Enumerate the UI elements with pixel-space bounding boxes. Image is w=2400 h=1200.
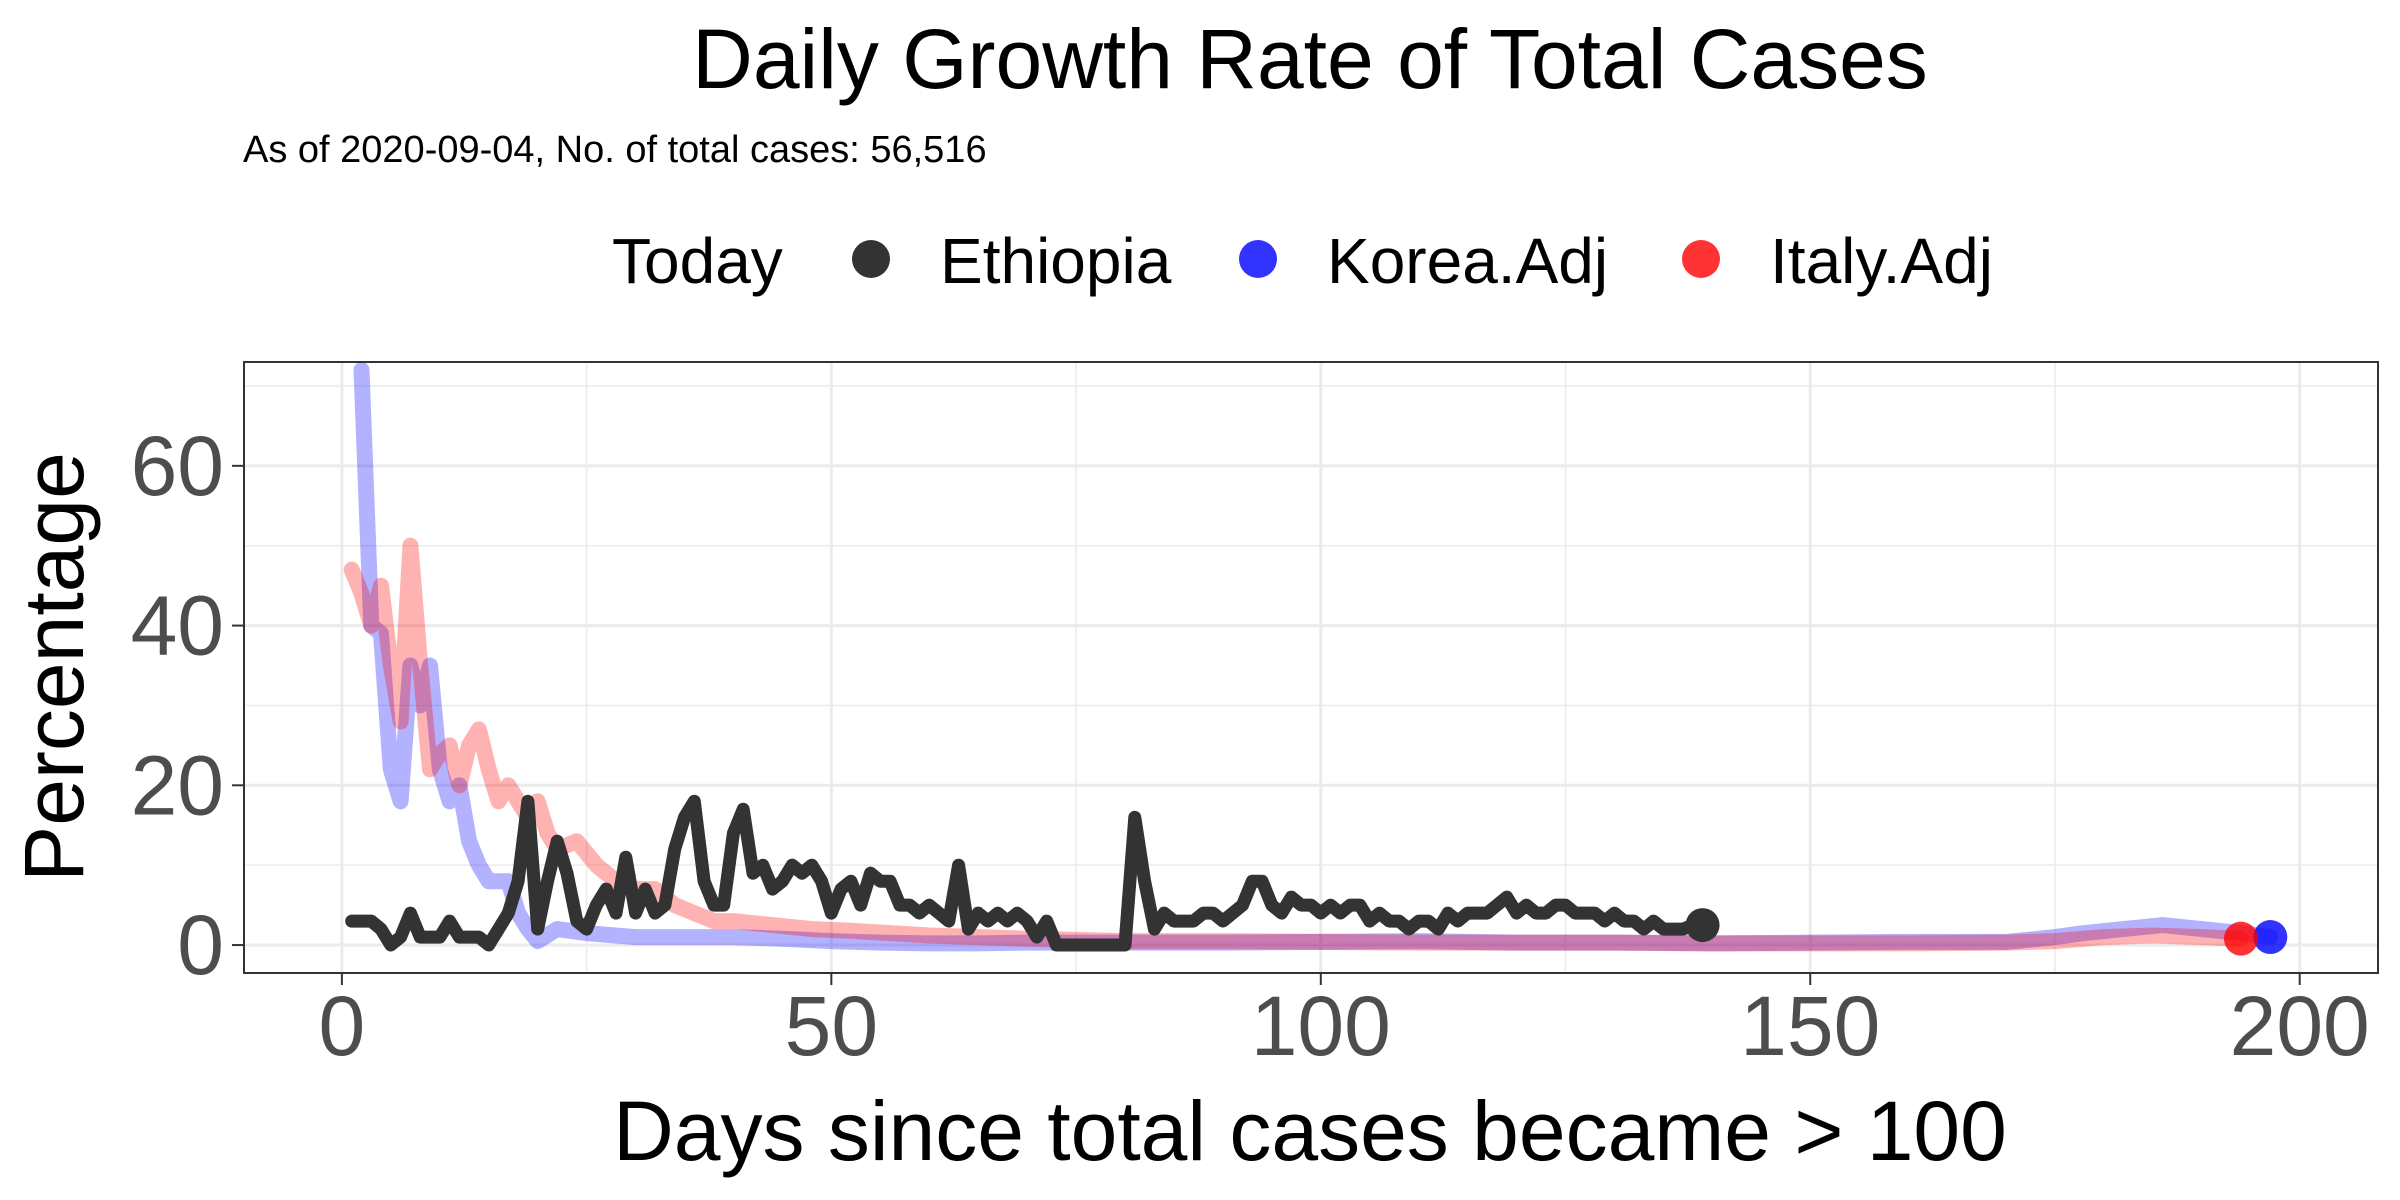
- x-tick-label: 0: [319, 979, 366, 1073]
- legend-key-ethiopia: [852, 240, 890, 278]
- legend-label-korea: Korea.Adj: [1327, 225, 1608, 297]
- x-tick-label: 50: [785, 979, 878, 1073]
- x-tick-label: 150: [1740, 979, 1880, 1073]
- plot-background: [244, 362, 2378, 973]
- series-layer: [343, 362, 2288, 956]
- y-axis-title: Percentage: [7, 452, 101, 882]
- today-point-ethiopia: [1685, 908, 1720, 943]
- x-axis-title: Days since total cases became > 100: [613, 1084, 2007, 1178]
- legend-title: Today: [612, 225, 783, 297]
- today-point-italy-adj: [2223, 921, 2258, 956]
- plot-border: [243, 361, 2379, 974]
- x-tick-label: 100: [1251, 979, 1391, 1073]
- y-tick-label: 0: [177, 898, 224, 992]
- chart-title: Daily Growth Rate of Total Cases: [692, 12, 1928, 106]
- y-tick-label: 20: [131, 738, 224, 832]
- series-line-italy-adj: [343, 537, 2249, 952]
- legend-label-ethiopia: Ethiopia: [940, 225, 1172, 297]
- grid: [244, 362, 2378, 973]
- series-line-korea-adj: [353, 362, 2279, 952]
- legend-label-italy: Italy.Adj: [1770, 225, 1993, 297]
- y-tick-label: 60: [131, 419, 224, 513]
- today-point-korea-adj: [2253, 920, 2288, 955]
- series-line-ethiopia: [345, 794, 1710, 952]
- legend-key-korea: [1239, 240, 1277, 278]
- legend: Today Ethiopia Korea.Adj Italy.Adj: [612, 225, 1993, 297]
- ticks: 0 50 100 150 200 0 20 40 60: [131, 419, 2370, 1073]
- x-tick-label: 200: [2230, 979, 2370, 1073]
- y-tick-label: 40: [131, 579, 224, 673]
- chart-subtitle: As of 2020-09-04, No. of total cases: 56…: [243, 129, 987, 171]
- legend-key-italy: [1682, 240, 1720, 278]
